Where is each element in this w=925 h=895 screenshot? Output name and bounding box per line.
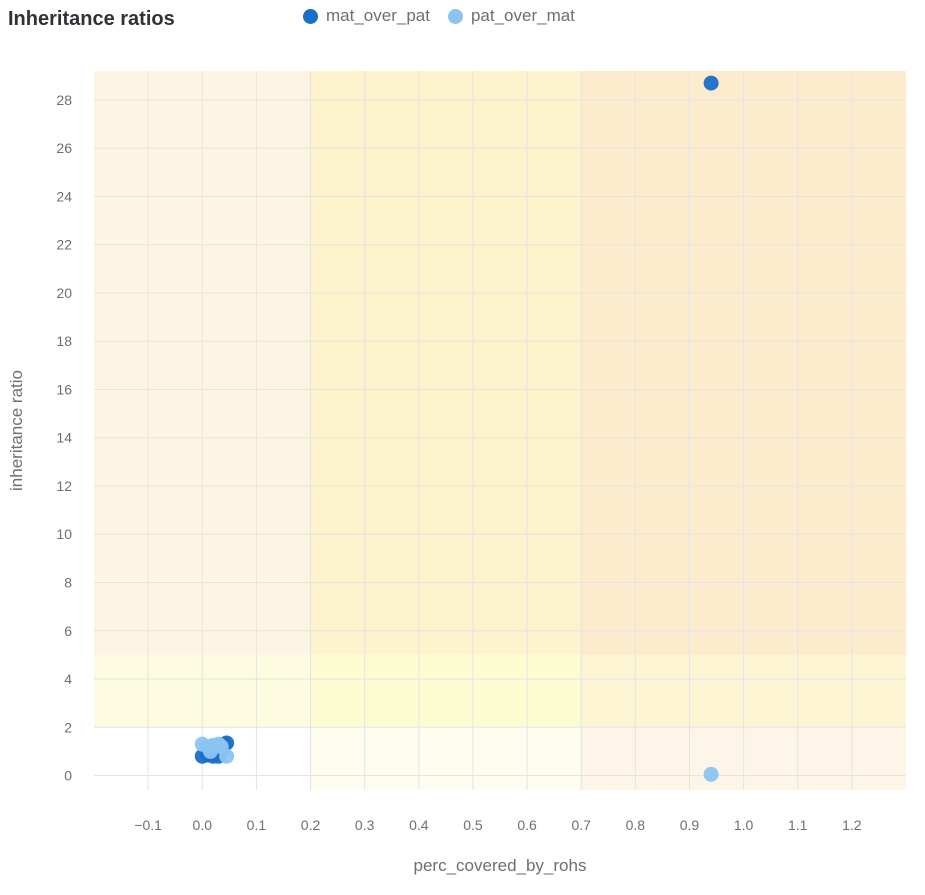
- legend-dot-mat-over-pat: [303, 8, 318, 24]
- x-tick-label: 0.3: [355, 817, 375, 833]
- y-tick-label: 12: [56, 478, 72, 494]
- x-axis-label: perc_covered_by_rohs: [414, 856, 587, 875]
- x-tick-label: 0.9: [680, 817, 700, 833]
- x-tick-label: 0.4: [409, 817, 429, 833]
- x-tick-label: 1.2: [842, 817, 862, 833]
- background-band-1: [310, 71, 582, 655]
- point-pat-over-mat[interactable]: [703, 766, 719, 782]
- background-band-6: [310, 727, 582, 790]
- legend-dot-pat-over-mat: [447, 8, 463, 24]
- y-tick-label: 8: [64, 575, 72, 591]
- x-tick-label: 0.7: [571, 817, 591, 833]
- point-mat-over-pat[interactable]: [703, 75, 719, 91]
- x-tick-label: 0.5: [463, 817, 483, 833]
- x-tick-label: 0.0: [193, 817, 213, 833]
- x-tick-label: 1.1: [788, 817, 808, 833]
- x-tick-label: 0.1: [247, 817, 267, 833]
- point-pat-over-mat[interactable]: [219, 748, 235, 764]
- y-tick-label: 26: [56, 140, 72, 156]
- legend-label-mat-over-pat: mat_over_pat: [326, 6, 430, 25]
- x-tick-label: 0.6: [517, 817, 537, 833]
- background-bands: [94, 71, 906, 790]
- x-tick-label: 0.8: [626, 817, 646, 833]
- y-tick-label: 20: [56, 285, 72, 301]
- y-tick-label: 14: [56, 430, 72, 446]
- legend-label-pat-over-mat: pat_over_mat: [470, 6, 575, 25]
- x-tick-label: 1.0: [734, 817, 754, 833]
- y-tick-label: 6: [64, 623, 72, 639]
- x-tick-labels: −0.1 0.0 0.1 0.2 0.3 0.4 0.5 0.6 0.7 0.8 0.9 1.0 1.1…: [134, 817, 861, 833]
- legend-item-mat-over-pat[interactable]: mat_over_pat: [303, 6, 430, 26]
- y-tick-label: 22: [56, 237, 72, 253]
- data-points: [194, 75, 719, 782]
- legend: mat_over_pat pat_over_mat: [303, 6, 575, 26]
- x-tick-label: 0.2: [301, 817, 321, 833]
- legend-item-pat-over-mat[interactable]: pat_over_mat: [447, 6, 575, 26]
- y-tick-label: 16: [56, 381, 72, 397]
- point-pat-over-mat[interactable]: [202, 743, 218, 759]
- chart-title: Inheritance ratios: [8, 8, 175, 30]
- y-tick-label: 28: [56, 92, 72, 108]
- background-band-4: [310, 654, 582, 728]
- y-tick-label: 18: [56, 333, 72, 349]
- y-tick-label: 2: [64, 719, 72, 735]
- y-tick-label: 10: [56, 526, 72, 542]
- y-tick-label: 24: [56, 188, 72, 204]
- y-axis-label: inheritance ratio: [7, 370, 26, 491]
- x-tick-label: −0.1: [134, 817, 162, 833]
- grid-lines: [94, 71, 906, 790]
- y-tick-label: 4: [64, 671, 72, 687]
- y-tick-label: 0: [64, 768, 72, 784]
